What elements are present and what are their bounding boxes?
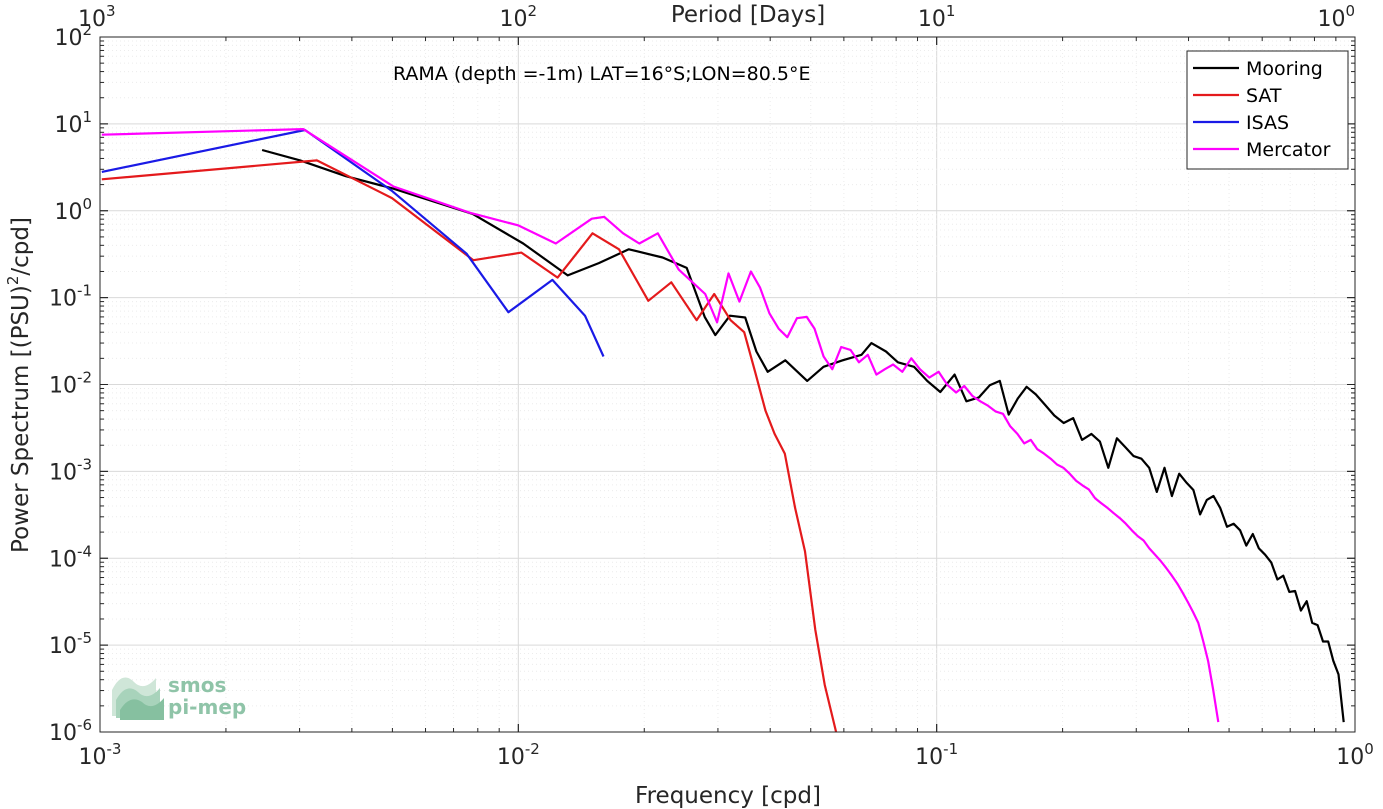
grid-layer: [100, 37, 1355, 732]
y-tick-label: 10-5: [49, 629, 92, 659]
x-tick-label: 10-1: [915, 740, 958, 770]
y-tick-label: 102: [54, 21, 92, 51]
logo-waves-icon: [112, 677, 164, 720]
series-layer: [101, 128, 1345, 733]
x-tick-label: 10-2: [497, 740, 540, 770]
series-line-isas: [101, 128, 605, 357]
y-tick-label: 10-6: [49, 716, 92, 746]
x-axis-label: Frequency [cpd]: [635, 783, 821, 809]
y-tick-label: 100: [54, 195, 92, 225]
top-tick-label: 100: [1317, 2, 1355, 32]
series-line-mooring: [261, 148, 1345, 723]
top-tick-label: 103: [78, 2, 116, 32]
series-line-mercator: [101, 128, 1220, 723]
top-axis-label: Period [Days]: [671, 2, 825, 28]
legend: Mooring SAT ISAS Mercator: [1186, 50, 1349, 170]
y-tick-label: 101: [54, 108, 92, 138]
legend-label-mercator: Mercator: [1246, 139, 1331, 161]
smos-pi-mep-logo: smos pi-mep: [112, 673, 246, 720]
top-tick-label: 101: [918, 2, 956, 32]
x-tick-label: 10-3: [79, 740, 122, 770]
label-layer: RAMA (depth =-1m) LAT=16°S;LON=80.5°E Pe…: [4, 2, 825, 809]
x-tick-label: 100: [1336, 740, 1374, 770]
y-tick-label: 10-1: [49, 282, 92, 312]
top-tick-label: 102: [500, 2, 538, 32]
legend-label-mooring: Mooring: [1246, 58, 1323, 80]
series-line-sat: [101, 159, 838, 733]
legend-label-sat: SAT: [1246, 85, 1282, 107]
logo-line-2: pi-mep: [168, 695, 246, 719]
y-tick-label: 10-4: [49, 542, 92, 572]
legend-label-isas: ISAS: [1246, 112, 1289, 134]
y-tick-label: 10-2: [49, 369, 92, 399]
logo-line-1: smos: [168, 673, 226, 697]
y-axis-label: Power Spectrum [(PSU)2/cpd]: [4, 217, 34, 553]
y-tick-label: 10-3: [49, 455, 92, 485]
chart-title: RAMA (depth =-1m) LAT=16°S;LON=80.5°E: [393, 63, 810, 85]
